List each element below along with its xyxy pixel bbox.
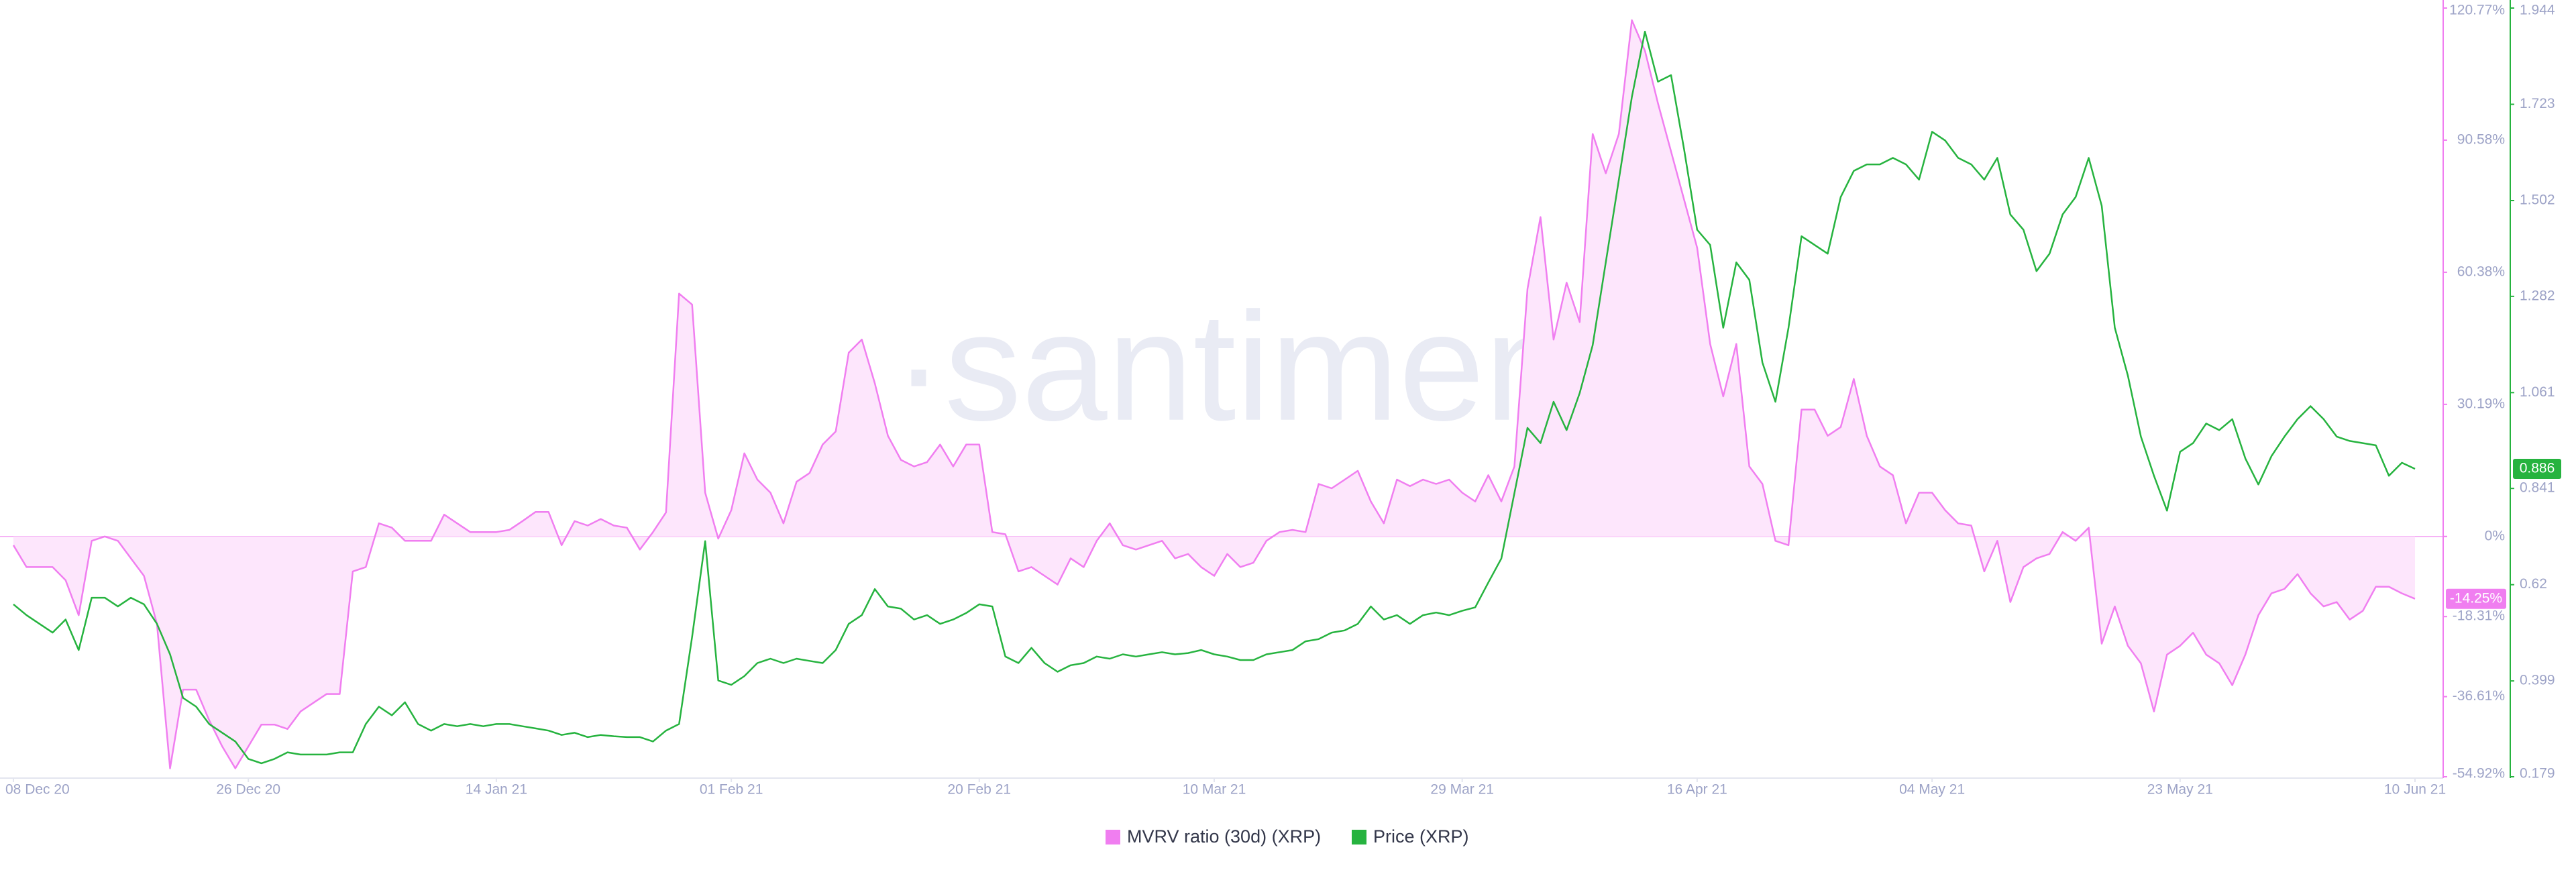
y-tick-label: -54.92% [2453, 766, 2505, 781]
x-tick-label: 10 Jun 21 [2384, 782, 2446, 798]
x-tick-label: 29 Mar 21 [1430, 782, 1494, 798]
legend-item[interactable]: MVRV ratio (30d) (XRP) [1106, 826, 1321, 847]
legend-item[interactable]: Price (XRP) [1352, 826, 1469, 847]
y2-tick-label: 1.723 [2520, 96, 2555, 111]
value-badge [2513, 458, 2561, 479]
x-tick-label: 01 Feb 21 [700, 782, 763, 798]
y2-tick-label: 1.282 [2520, 288, 2555, 303]
y-tick-label: 30.19% [2457, 396, 2505, 411]
y2-tick-label: 0.179 [2520, 766, 2555, 781]
y2-tick-label: 1.944 [2520, 3, 2555, 18]
y-tick-label: 120.77% [2449, 3, 2505, 18]
value-badge-label: -14.25% [2450, 590, 2502, 606]
legend-swatch [1352, 830, 1366, 844]
x-tick-label: 26 Dec 20 [216, 782, 280, 798]
y-tick-label: 0% [2485, 528, 2505, 543]
legend-label: MVRV ratio (30d) (XRP) [1127, 826, 1321, 847]
value-badge [2446, 588, 2506, 609]
y-tick-label: -36.61% [2453, 688, 2505, 704]
y2-tick-label: 1.061 [2520, 384, 2555, 400]
y-tick-label: -18.31% [2453, 608, 2505, 624]
y2-tick-label: 1.502 [2520, 193, 2555, 208]
series-line [12, 19, 2416, 769]
x-tick-label: 08 Dec 20 [5, 782, 70, 798]
x-tick-label: 10 Mar 21 [1183, 782, 1246, 798]
y-tick-label: 60.38% [2457, 264, 2505, 279]
y-tick-label: 90.58% [2457, 131, 2505, 147]
x-tick-label: 23 May 21 [2147, 782, 2213, 798]
x-tick-label: 20 Feb 21 [947, 782, 1011, 798]
x-tick-label: 04 May 21 [1899, 782, 1965, 798]
x-tick-label: 16 Apr 21 [1667, 782, 1727, 798]
area [13, 20, 2415, 769]
series-line [13, 30, 2416, 765]
legend-label: Price (XRP) [1373, 826, 1469, 847]
x-tick-label: 14 Jan 21 [466, 782, 527, 798]
legend-swatch [1106, 830, 1120, 844]
y2-tick-label: 0.841 [2520, 480, 2555, 496]
y2-tick-label: 0.399 [2520, 673, 2555, 688]
y2-tick-label: 0.62 [2520, 576, 2547, 592]
value-badge-label: 0.886 [2520, 460, 2555, 476]
